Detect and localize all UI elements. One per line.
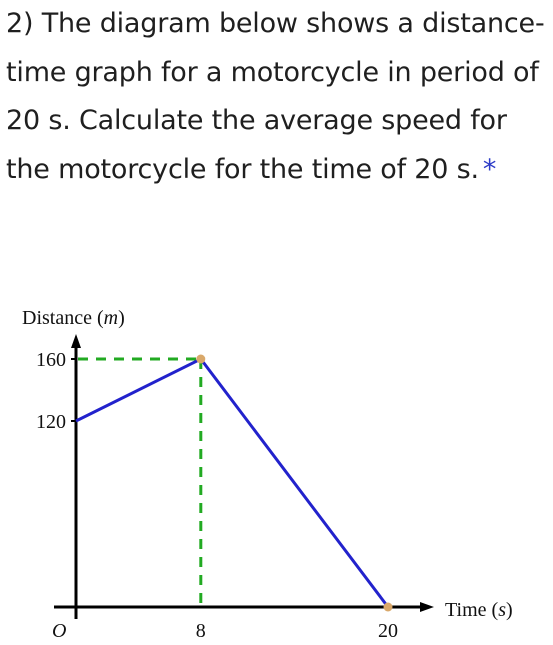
distance-time-graph: 160 120 8 20 Distance (m) Time (s) O (0, 290, 553, 645)
data-point (383, 602, 393, 612)
origin-label: O (52, 620, 66, 642)
graph-svg: 160 120 8 20 Distance (m) Time (s) O (22, 307, 513, 642)
x-axis-label-text: Time (445, 599, 492, 621)
data-point (196, 354, 206, 364)
y-tick-label: 160 (36, 349, 66, 371)
y-axis-label: Distance (m) (22, 307, 125, 329)
series-line (75, 357, 390, 608)
question-text-block: 2) The diagram below shows a distance-ti… (6, 0, 551, 194)
x-axis-label: Time (s) (445, 599, 513, 621)
y-tick-label: 120 (36, 411, 66, 433)
x-tick-label: 8 (196, 620, 206, 642)
y-axis-label-unit: m (104, 307, 118, 329)
y-axis-label-text: Distance (22, 307, 97, 329)
question-text: 2) The diagram below shows a distance-ti… (6, 8, 545, 185)
y-axis-arrow (71, 334, 81, 348)
required-marker: * (482, 153, 497, 185)
x-axis-arrow (420, 602, 434, 612)
x-tick-label: 20 (378, 620, 398, 642)
x-axis-label-unit: s (498, 599, 506, 621)
